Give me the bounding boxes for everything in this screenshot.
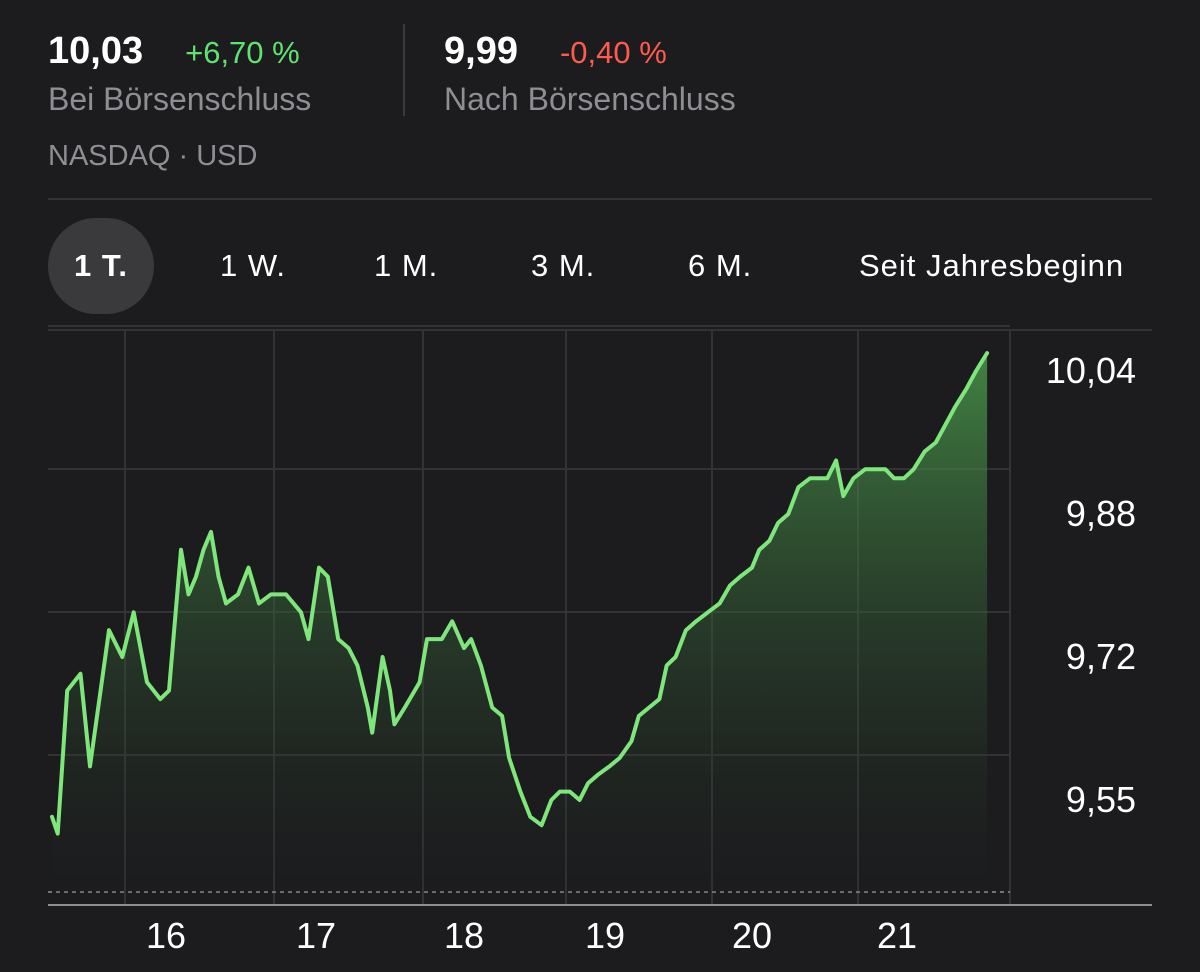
close-price: 10,03 <box>48 30 144 72</box>
tab-6-months[interactable]: 6 M. <box>688 248 753 283</box>
y-tick-label: 9,72 <box>1066 636 1136 677</box>
range-tabs: 1 T. 1 W. 1 M. 3 M. 6 M. Seit Jahresbegi… <box>0 218 1200 314</box>
after-hours-label: Nach Börsenschluss <box>444 81 736 117</box>
close-quote: 10,03 +6,70 % Bei Börsenschluss <box>48 30 311 118</box>
after-hours-price: 9,99 <box>444 30 518 72</box>
x-tick-label: 20 <box>732 915 772 956</box>
price-line <box>50 351 990 836</box>
close-label: Bei Börsenschluss <box>48 81 312 117</box>
x-tick-label: 21 <box>877 915 917 956</box>
after-hours-quote: 9,99 -0,40 % Nach Börsenschluss <box>444 30 736 118</box>
tab-1-day[interactable]: 1 T. <box>48 218 154 314</box>
tab-3-months[interactable]: 3 M. <box>531 248 596 283</box>
x-tick-label: 16 <box>146 915 186 956</box>
x-tick-label: 18 <box>444 915 484 956</box>
price-area-fill <box>52 353 988 893</box>
tab-year-to-date[interactable]: Seit Jahresbeginn <box>859 248 1125 283</box>
close-change: +6,70 % <box>185 35 300 70</box>
y-tick-label: 10,04 <box>1046 350 1136 391</box>
tab-1-month[interactable]: 1 M. <box>374 248 439 283</box>
quote-divider <box>403 24 405 116</box>
exchange-currency: NASDAQ · USD <box>48 140 258 172</box>
y-tick-label: 9,55 <box>1066 779 1136 820</box>
tab-1-week[interactable]: 1 W. <box>220 248 287 283</box>
after-hours-change: -0,40 % <box>559 35 667 70</box>
x-tick-label: 17 <box>296 915 336 956</box>
y-tick-label: 9,88 <box>1066 493 1136 534</box>
header-divider <box>48 198 1152 200</box>
x-tick-label: 19 <box>585 915 625 956</box>
